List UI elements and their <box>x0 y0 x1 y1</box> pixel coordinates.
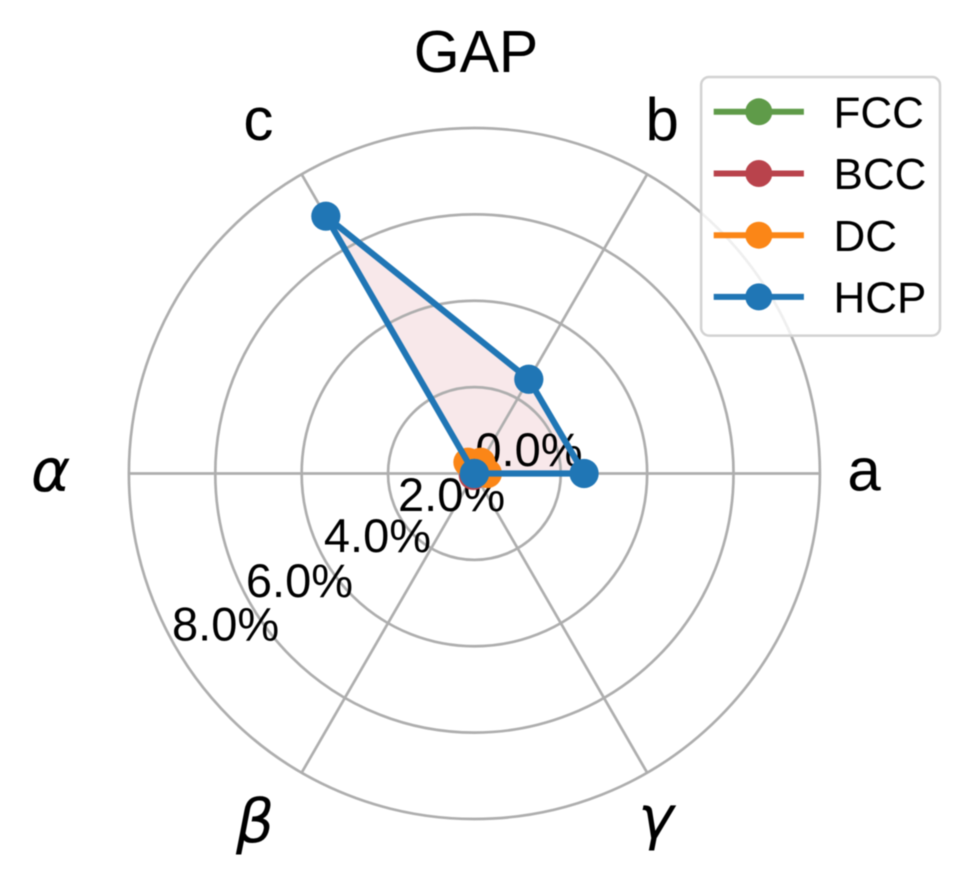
legend-marker-FCC <box>745 98 773 126</box>
legend-box <box>699 75 942 337</box>
grid-spoke-b <box>473 173 649 475</box>
chart-title: GAP <box>414 19 539 85</box>
axis-label-beta: β <box>235 787 274 857</box>
axis-label-c: c <box>243 86 273 153</box>
legend-label-BCC: BCC <box>834 150 927 199</box>
axis-label-gamma: γ <box>638 783 677 853</box>
grid-spoke-γ <box>473 472 649 774</box>
axis-label-alpha: α <box>31 436 71 506</box>
legend-marker-BCC <box>745 160 773 187</box>
axis-label-a: a <box>847 436 881 503</box>
r-tick-label-8: 8.0% <box>172 598 279 651</box>
legend-item-FCC: FCC <box>713 89 924 138</box>
legend-marker-HCP <box>745 283 773 311</box>
series-marker-HCP-b <box>514 364 544 394</box>
legend-label-FCC: FCC <box>834 89 924 138</box>
series-fill-HCP <box>325 216 585 474</box>
grid-spoke-β <box>300 472 476 774</box>
series-marker-HCP-c <box>311 201 341 231</box>
legend-label-HCP: HCP <box>834 274 927 323</box>
series-marker-HCP-γ <box>459 458 489 489</box>
legend-item-DC: DC <box>713 212 898 261</box>
legend-item-HCP: HCP <box>713 274 927 323</box>
legend-marker-DC <box>745 221 773 249</box>
series-marker-HCP-a <box>569 458 599 489</box>
r-tick-label-6: 6.0% <box>246 554 353 607</box>
legend-label-DC: DC <box>834 212 898 261</box>
axis-label-b: b <box>646 86 679 153</box>
legend-item-BCC: BCC <box>713 150 927 199</box>
r-tick-label-4: 4.0% <box>324 509 431 562</box>
